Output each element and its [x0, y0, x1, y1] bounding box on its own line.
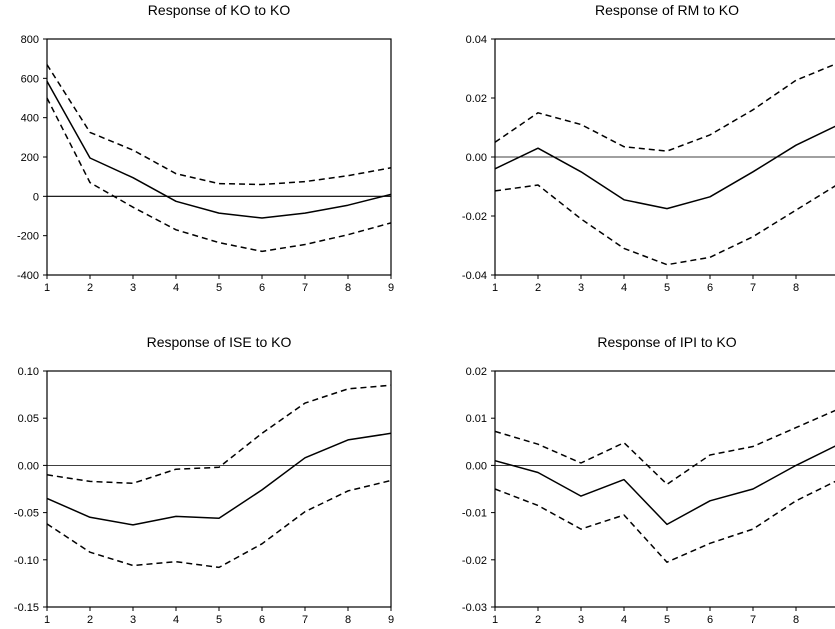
response-line	[494, 125, 835, 210]
y-tick-label: -200	[17, 231, 39, 243]
x-tick-label: 2	[87, 282, 93, 294]
x-tick-label: 4	[621, 282, 627, 294]
x-tick-label: 8	[793, 282, 799, 294]
x-tick-label: 2	[535, 614, 541, 626]
y-tick-label: -400	[17, 270, 39, 282]
x-tick-label: 8	[345, 282, 351, 294]
upper-band-line	[494, 63, 835, 152]
x-tick-label: 5	[216, 282, 222, 294]
upper-band-line	[494, 409, 835, 486]
y-tick-label: 0.00	[466, 152, 487, 164]
x-tick-label: 8	[793, 614, 799, 626]
lower-band-line	[46, 479, 392, 569]
plot-frame	[494, 370, 835, 608]
x-tick-label: 7	[302, 614, 308, 626]
x-tick-label: 6	[259, 282, 265, 294]
x-tick-label: 3	[130, 614, 136, 626]
chart-panel-2: Response of RM to KO -0.04 -0.02 0.00 0.02 0.…	[462, 2, 835, 294]
x-tick-label: 3	[130, 282, 136, 294]
x-tick-label: 1	[492, 282, 498, 294]
y-tick-label: -0.05	[14, 508, 39, 520]
x-tick-label: 5	[664, 614, 670, 626]
x-tick-label: 4	[173, 282, 179, 294]
lower-band-line	[494, 480, 835, 563]
x-tick-label: 3	[578, 614, 584, 626]
x-tick-label: 2	[87, 614, 93, 626]
chart-panel-1: Response of KO to KO -400 -200 0 200 400 600 80…	[17, 2, 394, 294]
plot-frame	[46, 38, 392, 276]
upper-band-line	[46, 384, 392, 485]
x-tick-label: 4	[173, 614, 179, 626]
y-tick-label: -0.02	[462, 211, 487, 223]
x-tick-label: 5	[664, 282, 670, 294]
chart-panel-4: Response of IPI to KO -0.03 -0.02 -0.01 0.00…	[462, 334, 835, 626]
x-tick-label: 7	[750, 614, 756, 626]
x-tick-label: 4	[621, 614, 627, 626]
plot-frame	[46, 370, 392, 608]
x-tick-label: 6	[259, 614, 265, 626]
response-line	[494, 445, 835, 526]
y-tick-label: 400	[21, 113, 39, 125]
lower-band-line	[494, 184, 835, 266]
y-tick-label: 0.02	[466, 93, 487, 105]
x-tick-label: 5	[216, 614, 222, 626]
y-tick-label: 0	[33, 191, 39, 203]
y-tick-label: -0.10	[14, 555, 39, 567]
x-tick-label: 7	[750, 282, 756, 294]
chart-title: Response of RM to KO	[595, 2, 739, 18]
y-tick-label: 0.05	[18, 413, 39, 425]
x-tick-label: 7	[302, 282, 308, 294]
x-tick-label: 1	[44, 614, 50, 626]
x-tick-label: 3	[578, 282, 584, 294]
chart-title: Response of KO to KO	[148, 2, 291, 18]
x-tick-label: 6	[707, 282, 713, 294]
y-tick-label: -0.04	[462, 270, 487, 282]
y-tick-label: 0.01	[466, 413, 487, 425]
lower-band-line	[46, 97, 392, 253]
y-tick-label: -0.03	[462, 602, 487, 614]
y-tick-label: 0.02	[466, 366, 487, 378]
x-tick-label: 2	[535, 282, 541, 294]
y-tick-label: -0.15	[14, 602, 39, 614]
x-tick-label: 1	[44, 282, 50, 294]
y-tick-label: 800	[21, 34, 39, 46]
x-tick-label: 9	[388, 614, 394, 626]
x-tick-label: 9	[388, 282, 394, 294]
x-tick-label: 8	[345, 614, 351, 626]
y-tick-label: 600	[21, 73, 39, 85]
y-tick-label: -0.01	[462, 508, 487, 520]
x-tick-label: 6	[707, 614, 713, 626]
response-line	[46, 80, 392, 219]
y-tick-label: 0.04	[466, 34, 487, 46]
chart-title: Response of IPI to KO	[597, 334, 736, 350]
response-line	[46, 432, 392, 526]
y-tick-label: 200	[21, 152, 39, 164]
y-tick-label: 0.00	[466, 460, 487, 472]
y-tick-label: 0.00	[18, 460, 39, 472]
y-tick-label: 0.10	[18, 366, 39, 378]
x-tick-label: 1	[492, 614, 498, 626]
chart-panel-3: Response of ISE to KO -0.15 -0.10 -0.05 0.00…	[14, 334, 394, 626]
upper-band-line	[46, 64, 392, 186]
y-tick-label: -0.02	[462, 555, 487, 567]
chart-title: Response of ISE to KO	[147, 334, 292, 350]
